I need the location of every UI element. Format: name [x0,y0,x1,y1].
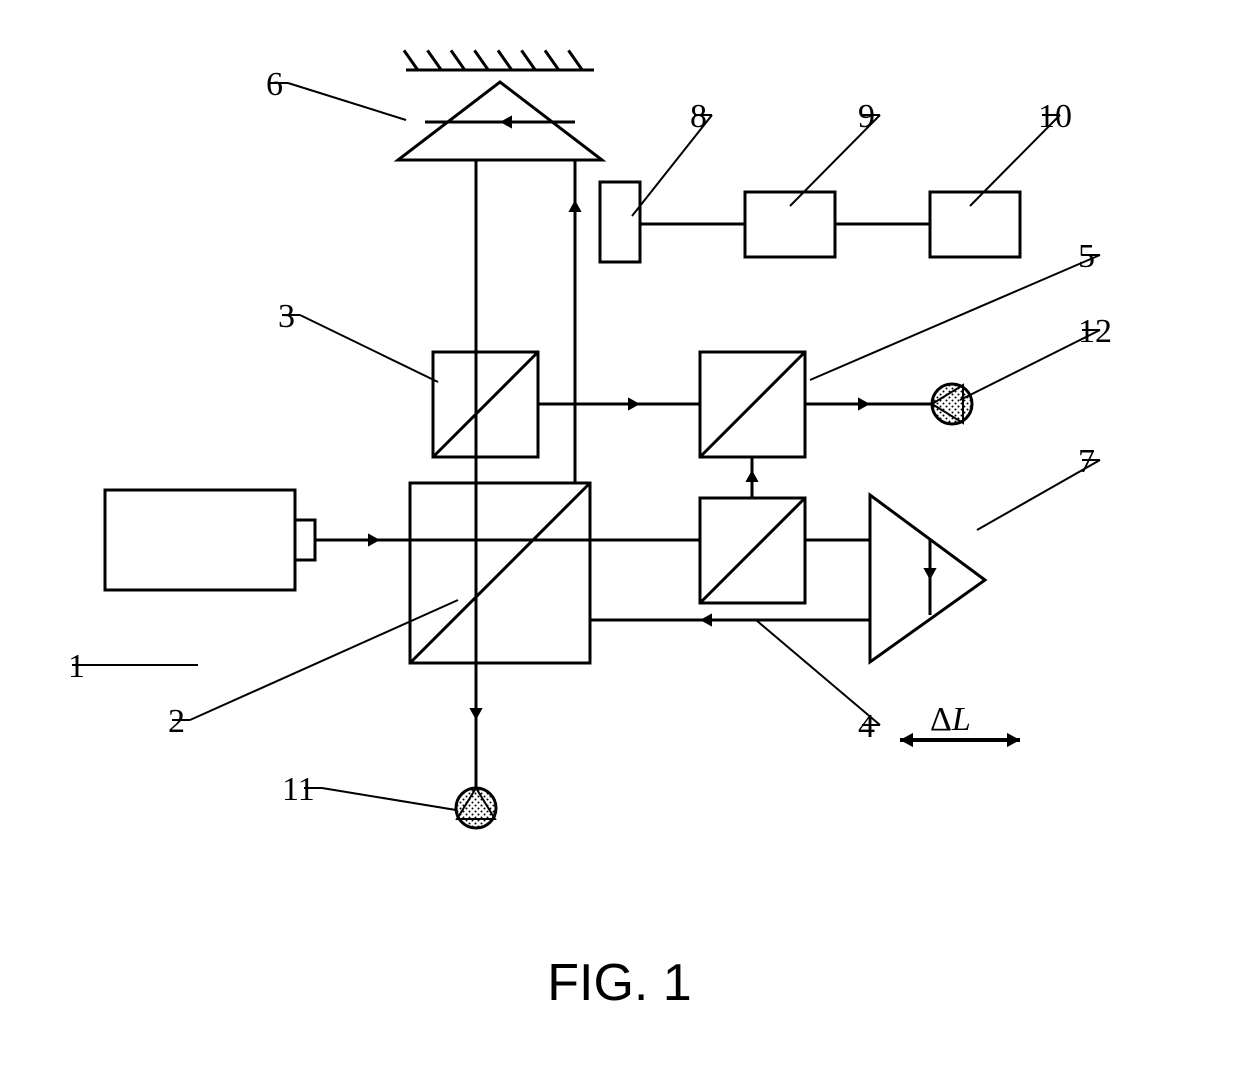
svg-text:5: 5 [1078,238,1095,275]
svg-text:7: 7 [1078,443,1095,480]
svg-text:12: 12 [1078,313,1112,350]
svg-text:9: 9 [858,98,875,135]
svg-text:10: 10 [1038,98,1072,135]
svg-text:2: 2 [168,703,185,740]
svg-text:4: 4 [858,708,875,745]
svg-text:FIG. 1: FIG. 1 [547,954,691,1012]
svg-text:1: 1 [68,648,85,685]
svg-text:8: 8 [690,98,707,135]
svg-text:ΔL: ΔL [930,701,971,738]
svg-text:3: 3 [278,298,295,335]
svg-text:6: 6 [266,66,283,103]
svg-text:11: 11 [282,771,315,808]
